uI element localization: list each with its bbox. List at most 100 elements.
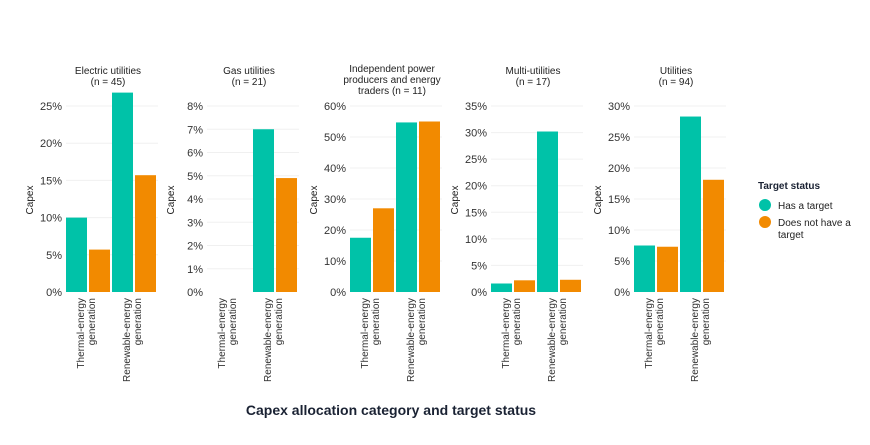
- panel-title-line: traders (n = 11): [358, 86, 426, 97]
- y-axis-label: Capex: [309, 186, 320, 215]
- y-tick-label: 25%: [608, 132, 630, 144]
- panel-title-line: (n = 17): [516, 77, 551, 88]
- x-category-label: generation: [87, 298, 98, 345]
- legend: Target status Has a target Does not have …: [758, 181, 851, 241]
- bar-has-target-renewable: [396, 122, 417, 293]
- legend-label: Does not have a: [778, 218, 851, 229]
- x-category-label: generation: [655, 298, 666, 345]
- bar-has-target-thermal: [350, 237, 371, 292]
- panel-0: Electric utilities(n = 45) 0% 5% 10% 15% 20% 2…: [25, 66, 158, 382]
- y-tick-label: 60%: [324, 101, 346, 113]
- y-tick-label: 15%: [40, 175, 62, 187]
- bar-has-target-renewable: [537, 131, 558, 292]
- y-tick-label: 7%: [187, 124, 203, 136]
- x-category-label: Renewable-energy: [263, 298, 274, 382]
- x-axis-title: Capex allocation category and target sta…: [246, 402, 536, 418]
- y-axis-label: Capex: [166, 186, 177, 215]
- x-category-label: generation: [371, 298, 382, 345]
- y-tick-label: 10%: [40, 213, 62, 225]
- x-category-label: generation: [701, 298, 712, 345]
- y-tick-label: 0%: [614, 287, 630, 299]
- x-category-label: Renewable-energy: [122, 298, 133, 382]
- x-category-label: generation: [274, 298, 285, 345]
- x-category-label: Thermal-energy: [360, 298, 371, 369]
- bar-no-target-renewable: [703, 179, 724, 292]
- x-category-label: generation: [512, 298, 523, 345]
- panel-1: Gas utilities(n = 21) 0% 1% 2% 3% 4% 5% 6% 7% 8% C…: [166, 66, 299, 382]
- y-tick-label: 20%: [465, 181, 487, 193]
- y-tick-label: 40%: [324, 163, 346, 175]
- y-axis-label: Capex: [25, 186, 36, 215]
- y-tick-label: 2%: [187, 241, 203, 253]
- legend-label: target: [778, 230, 804, 241]
- x-category-label: Thermal-energy: [76, 298, 87, 369]
- y-tick-label: 25%: [40, 101, 62, 113]
- y-tick-label: 15%: [465, 207, 487, 219]
- panel-title-line: (n = 94): [659, 77, 694, 88]
- y-tick-label: 0%: [187, 287, 203, 299]
- bar-has-target-renewable: [253, 129, 274, 292]
- y-tick-label: 15%: [608, 194, 630, 206]
- x-category-label: Renewable-energy: [406, 298, 417, 382]
- y-tick-label: 20%: [608, 163, 630, 175]
- y-tick-label: 25%: [465, 154, 487, 166]
- x-category-label: generation: [558, 298, 569, 345]
- x-category-label: Renewable-energy: [690, 298, 701, 382]
- y-tick-label: 20%: [40, 138, 62, 150]
- panel-title-line: Gas utilities: [223, 66, 275, 77]
- y-tick-label: 6%: [187, 148, 203, 160]
- bar-no-target-thermal: [657, 246, 678, 292]
- y-tick-label: 10%: [608, 225, 630, 237]
- y-tick-label: 30%: [465, 128, 487, 140]
- chart-panels: Electric utilities(n = 45) 0% 5% 10% 15% 20% 2…: [25, 64, 726, 382]
- y-tick-label: 5%: [614, 256, 630, 268]
- bar-has-target-thermal: [634, 245, 655, 292]
- y-tick-label: 8%: [187, 101, 203, 113]
- panel-title-line: (n = 45): [91, 77, 126, 88]
- y-tick-label: 4%: [187, 194, 203, 206]
- panel-title-line: Multi-utilities: [505, 66, 560, 77]
- y-axis-label: Capex: [593, 186, 604, 215]
- y-tick-label: 5%: [471, 260, 487, 272]
- y-tick-label: 3%: [187, 217, 203, 229]
- bar-no-target-thermal: [89, 249, 110, 292]
- x-category-label: Thermal-energy: [501, 298, 512, 369]
- legend-swatch-has-target: [759, 199, 771, 211]
- y-tick-label: 35%: [465, 101, 487, 113]
- legend-swatch-no-target: [759, 216, 771, 228]
- panel-title-line: Independent power: [349, 64, 435, 75]
- y-tick-label: 20%: [324, 225, 346, 237]
- panel-title-line: producers and energy: [343, 75, 440, 86]
- y-tick-label: 10%: [465, 234, 487, 246]
- x-category-label: Renewable-energy: [547, 298, 558, 382]
- y-tick-label: 30%: [324, 194, 346, 206]
- y-tick-label: 50%: [324, 132, 346, 144]
- y-tick-label: 10%: [324, 256, 346, 268]
- x-category-label: generation: [417, 298, 428, 345]
- bar-has-target-renewable: [680, 116, 701, 292]
- bar-no-target-renewable: [276, 178, 297, 292]
- x-category-label: generation: [133, 298, 144, 345]
- bar-has-target-renewable: [112, 92, 133, 292]
- panel-title-line: Electric utilities: [75, 66, 141, 77]
- panel-title-line: Utilities: [660, 66, 692, 77]
- bar-has-target-thermal: [491, 283, 512, 292]
- y-tick-label: 5%: [46, 250, 62, 262]
- bar-no-target-thermal: [373, 208, 394, 292]
- panel-3: Multi-utilities(n = 17) 0% 5% 10% 15% 20% 25% 3…: [450, 66, 583, 382]
- y-tick-label: 30%: [608, 101, 630, 113]
- y-axis-label: Capex: [450, 186, 461, 215]
- x-category-label: Thermal-energy: [217, 298, 228, 369]
- bar-no-target-thermal: [514, 280, 535, 292]
- panel-4: Utilities(n = 94) 0% 5% 10% 15% 20% 25% 30% Cape…: [593, 66, 726, 382]
- y-tick-label: 1%: [187, 264, 203, 276]
- panel-title-line: (n = 21): [232, 77, 267, 88]
- y-tick-label: 0%: [330, 287, 346, 299]
- y-tick-label: 0%: [46, 287, 62, 299]
- bar-no-target-renewable: [560, 279, 581, 292]
- bar-has-target-thermal: [66, 217, 87, 292]
- legend-title: Target status: [758, 181, 820, 192]
- legend-label: Has a target: [778, 201, 833, 212]
